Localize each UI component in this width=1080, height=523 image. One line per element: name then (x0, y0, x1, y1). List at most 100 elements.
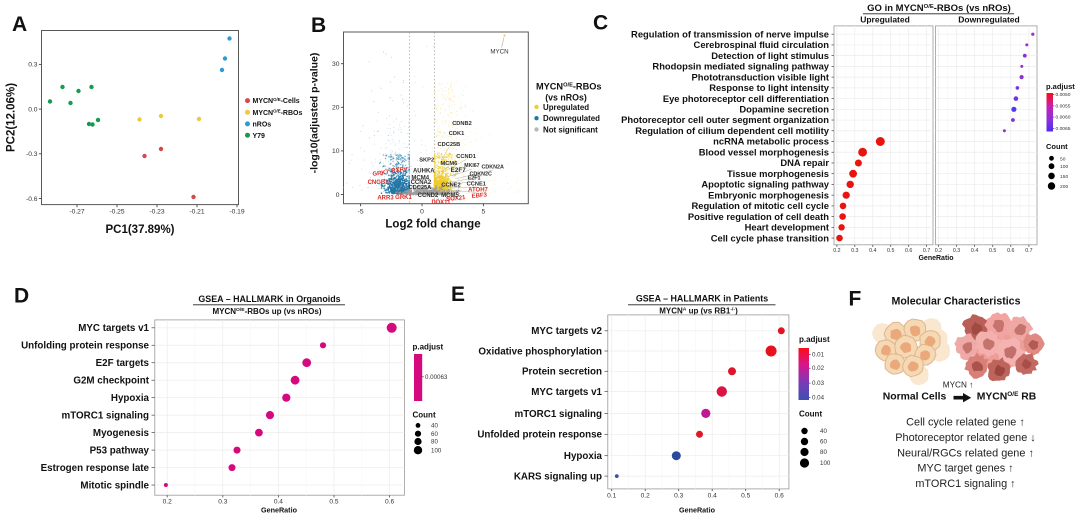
svg-text:0.7: 0.7 (923, 248, 930, 254)
svg-text:0.5: 0.5 (887, 248, 894, 254)
svg-text:0.6: 0.6 (905, 248, 912, 254)
svg-text:Dopamine secretion: Dopamine secretion (739, 104, 829, 115)
svg-text:200: 200 (1060, 184, 1068, 190)
svg-text:GeneRatio: GeneRatio (261, 506, 298, 515)
svg-text:Eye photoreceptor cell differe: Eye photoreceptor cell differentiation (663, 93, 829, 104)
svg-text:0.6: 0.6 (775, 492, 784, 499)
svg-text:Blood vessel morphogenesis: Blood vessel morphogenesis (699, 146, 829, 157)
svg-text:CNGB3: CNGB3 (368, 180, 390, 186)
svg-text:CCND2: CCND2 (418, 193, 439, 199)
svg-text:F: F (849, 288, 862, 311)
svg-text:Upregulated: Upregulated (860, 15, 910, 25)
svg-text:0.7: 0.7 (1025, 248, 1032, 254)
svg-text:-0.23: -0.23 (149, 209, 165, 216)
svg-text:30: 30 (332, 61, 340, 68)
svg-text:60: 60 (820, 439, 827, 446)
svg-text:MYCNO/E RB: MYCNO/E RB (977, 391, 1037, 402)
svg-text:-5: -5 (358, 209, 364, 216)
svg-text:0.1: 0.1 (607, 492, 616, 499)
svg-text:Regulation of transmission of: Regulation of transmission of nerve impu… (631, 28, 829, 39)
svg-text:GO in MYCNO/E-RBOs (vs nROs): GO in MYCNO/E-RBOs (vs nROs) (867, 3, 1011, 14)
svg-text:50: 50 (1060, 156, 1066, 162)
svg-text:D: D (14, 285, 29, 308)
svg-text:80: 80 (820, 449, 827, 456)
svg-text:-log10(adjusted p-value): -log10(adjusted p-value) (309, 53, 321, 174)
svg-text:0.3: 0.3 (851, 248, 858, 254)
svg-text:MYCN: MYCN (490, 49, 508, 56)
svg-text:PC2(12.06%): PC2(12.06%) (6, 83, 18, 152)
svg-text:Molecular Characteristics: Molecular Characteristics (892, 296, 1021, 308)
svg-text:Myogenesis: Myogenesis (93, 428, 150, 439)
svg-text:0.4: 0.4 (708, 492, 717, 499)
svg-text:0.0060: 0.0060 (1056, 115, 1071, 121)
svg-text:CDNB2: CDNB2 (452, 121, 472, 127)
svg-text:0.4: 0.4 (274, 498, 283, 505)
svg-text:20: 20 (332, 105, 340, 112)
svg-text:0.01: 0.01 (812, 351, 825, 358)
svg-text:0.5: 0.5 (989, 248, 996, 254)
svg-text:mTORC1 signaling ↑: mTORC1 signaling ↑ (915, 478, 1015, 490)
svg-text:MYC target genes ↑: MYC target genes ↑ (917, 463, 1013, 475)
svg-text:KARS signaling up: KARS signaling up (514, 472, 602, 483)
svg-text:Oxidative phosphorylation: Oxidative phosphorylation (478, 346, 602, 357)
svg-text:Photoreceptor related gene ↓: Photoreceptor related gene ↓ (895, 432, 1035, 444)
svg-text:Heart development: Heart development (745, 222, 829, 233)
svg-text:MYC targets v2: MYC targets v2 (531, 326, 602, 337)
svg-text:150: 150 (1060, 174, 1068, 180)
svg-text:Log2 fold change: Log2 fold change (385, 219, 480, 231)
svg-text:E2F targets: E2F targets (96, 358, 150, 369)
svg-text:0.0050: 0.0050 (1056, 92, 1071, 98)
svg-text:0.4: 0.4 (971, 248, 978, 254)
svg-text:GeneRatio: GeneRatio (918, 255, 953, 262)
svg-text:E: E (451, 283, 465, 306)
svg-text:0.0055: 0.0055 (1056, 103, 1071, 109)
svg-text:Count: Count (799, 410, 822, 419)
svg-text:60: 60 (431, 431, 438, 438)
svg-text:100: 100 (1060, 164, 1068, 170)
svg-text:MYCNA up (vs RB1-/-): MYCNA up (vs RB1-/-) (659, 306, 738, 315)
svg-text:ARR3: ARR3 (377, 195, 394, 201)
svg-text:Not significant: Not significant (543, 125, 598, 134)
svg-text:(vs nROs): (vs nROs) (545, 93, 587, 103)
svg-text:-0.27: -0.27 (69, 209, 85, 216)
svg-text:-0.3: -0.3 (26, 151, 38, 158)
svg-text:Phototransduction visible ligh: Phototransduction visible light (691, 71, 829, 82)
svg-text:C: C (593, 12, 608, 35)
svg-text:Apoptotic signaling pathway: Apoptotic signaling pathway (701, 179, 829, 190)
svg-text:Normal Cells: Normal Cells (883, 392, 947, 403)
svg-text:Downregulated: Downregulated (543, 114, 600, 123)
svg-text:100: 100 (820, 460, 831, 467)
svg-text:PC1(37.89%): PC1(37.89%) (105, 224, 174, 236)
svg-text:Mitotic spindle: Mitotic spindle (80, 480, 149, 491)
svg-text:Cerebrospinal fluid circulatio: Cerebrospinal fluid circulation (694, 39, 830, 50)
svg-text:Response to light intensity: Response to light intensity (709, 82, 830, 93)
svg-text:0.5: 0.5 (741, 492, 750, 499)
svg-text:B: B (311, 14, 326, 37)
svg-text:nROs: nROs (253, 122, 272, 129)
svg-text:-0.6: -0.6 (26, 196, 38, 203)
svg-text:mTORC1 signaling: mTORC1 signaling (515, 409, 602, 420)
svg-text:0.0065: 0.0065 (1056, 126, 1071, 132)
svg-text:Cell cycle related gene ↑: Cell cycle related gene ↑ (906, 417, 1025, 429)
svg-text:CDC25A: CDC25A (409, 185, 432, 191)
svg-text:Count: Count (1046, 142, 1068, 151)
svg-text:40: 40 (820, 428, 827, 435)
svg-text:MYCNO/E-RBOs up (vs nROs): MYCNO/E-RBOs up (vs nROs) (212, 307, 321, 316)
svg-text:Protein secretion: Protein secretion (522, 367, 602, 378)
svg-text:Photoreceptor cell outer segme: Photoreceptor cell outer segment organiz… (621, 114, 829, 125)
svg-text:Y79: Y79 (253, 133, 266, 140)
svg-text:0.2: 0.2 (163, 498, 172, 505)
svg-text:0.3: 0.3 (674, 492, 683, 499)
svg-text:-0.21: -0.21 (189, 209, 205, 216)
svg-text:0.04: 0.04 (812, 395, 825, 402)
svg-text:MYCNO/E-RBOs: MYCNO/E-RBOs (253, 109, 303, 117)
svg-text:0.03: 0.03 (812, 380, 825, 387)
svg-text:-0.25: -0.25 (109, 209, 125, 216)
svg-text:MYC targets v1: MYC targets v1 (531, 387, 602, 398)
svg-text:p.adjust: p.adjust (799, 335, 830, 344)
svg-text:Count: Count (413, 411, 436, 420)
svg-text:0.5: 0.5 (329, 498, 338, 505)
svg-text:Upregulated: Upregulated (543, 103, 589, 112)
svg-text:40: 40 (431, 423, 438, 430)
svg-text:MYC targets v1: MYC targets v1 (78, 323, 149, 334)
